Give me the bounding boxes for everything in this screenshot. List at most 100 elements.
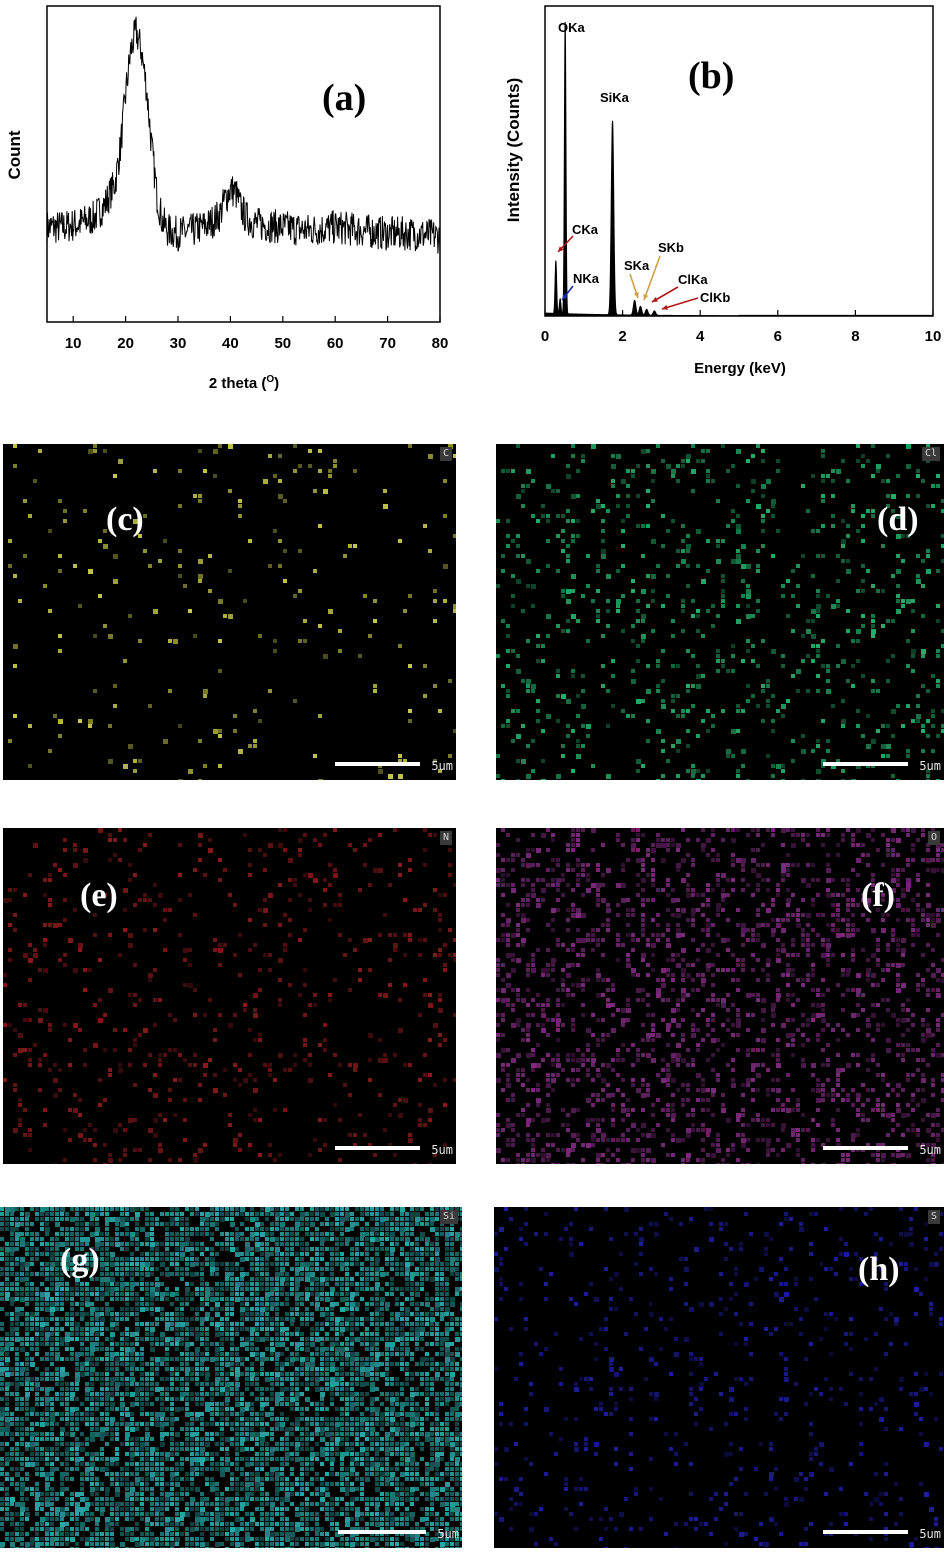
map-dot bbox=[163, 1118, 167, 1122]
map-dot bbox=[656, 913, 660, 917]
map-dot bbox=[671, 709, 675, 713]
map-dot bbox=[701, 579, 706, 584]
map-dot bbox=[235, 1267, 239, 1271]
map-dot bbox=[676, 848, 680, 852]
map-dot bbox=[428, 1118, 432, 1122]
map-dot bbox=[178, 1158, 182, 1162]
map-dot bbox=[791, 1038, 795, 1042]
map-dot bbox=[180, 1227, 184, 1231]
map-dot bbox=[891, 828, 896, 833]
map-dot bbox=[25, 1292, 29, 1296]
map-dot bbox=[686, 853, 690, 857]
map-dot bbox=[185, 1282, 189, 1286]
map-dot bbox=[586, 1043, 590, 1047]
map-dot bbox=[253, 744, 257, 748]
map-dot bbox=[285, 1282, 289, 1286]
map-dot bbox=[365, 1247, 369, 1251]
map-dot bbox=[931, 1123, 935, 1127]
map-dot bbox=[861, 674, 865, 678]
map-dot bbox=[856, 1013, 860, 1017]
map-dot bbox=[50, 1277, 54, 1281]
map-dot bbox=[155, 1242, 159, 1246]
map-dot bbox=[496, 754, 500, 758]
map-dot bbox=[108, 858, 112, 862]
map-dot bbox=[791, 1003, 795, 1007]
map-dot bbox=[876, 589, 880, 593]
map-dot bbox=[10, 1237, 14, 1241]
map-dot bbox=[440, 1272, 444, 1276]
map-dot bbox=[546, 1133, 550, 1137]
map-dot bbox=[145, 1257, 149, 1261]
map-dot bbox=[280, 1292, 284, 1296]
map-dot bbox=[516, 993, 520, 997]
map-dot bbox=[611, 1003, 615, 1007]
map-dot bbox=[325, 1262, 329, 1266]
map-dot bbox=[771, 499, 776, 504]
map-dot bbox=[303, 873, 307, 877]
map-dot bbox=[183, 1058, 187, 1062]
map-dot bbox=[731, 729, 736, 734]
map-dot bbox=[876, 689, 880, 693]
map-dot bbox=[866, 1018, 870, 1022]
map-dot bbox=[410, 1262, 414, 1266]
map-dot bbox=[460, 1277, 462, 1281]
map-dot bbox=[521, 484, 525, 488]
map-dot bbox=[681, 878, 686, 883]
map-dot bbox=[641, 449, 646, 454]
map-dot bbox=[403, 983, 407, 987]
map-dot bbox=[45, 1207, 49, 1211]
map-dot bbox=[756, 1088, 760, 1092]
map-dot bbox=[801, 1058, 805, 1062]
map-dot bbox=[566, 1113, 570, 1117]
map-dot bbox=[681, 539, 685, 543]
map-dot bbox=[415, 1247, 419, 1251]
map-dot bbox=[450, 1297, 455, 1302]
map-dot bbox=[8, 958, 12, 962]
map-dot bbox=[40, 1262, 44, 1266]
map-dot bbox=[566, 589, 571, 594]
map-dot bbox=[571, 539, 575, 543]
map-dot bbox=[876, 948, 880, 952]
map-dot bbox=[711, 828, 715, 832]
map-dot bbox=[385, 1217, 389, 1221]
map-dot bbox=[135, 1227, 139, 1231]
map-dot bbox=[851, 903, 855, 907]
map-dot bbox=[228, 569, 232, 573]
map-dot bbox=[941, 729, 944, 733]
map-dot bbox=[378, 993, 382, 997]
map-dot bbox=[125, 1212, 129, 1216]
map-dot bbox=[566, 848, 570, 852]
map-dot bbox=[203, 1073, 207, 1077]
map-dot bbox=[320, 1212, 325, 1217]
map-dot bbox=[766, 958, 771, 963]
map-dot bbox=[13, 1028, 17, 1032]
map-dot bbox=[53, 1063, 57, 1067]
map-dot bbox=[138, 1033, 142, 1037]
map-dot bbox=[891, 888, 896, 893]
map-dot bbox=[786, 1073, 790, 1077]
map-dot bbox=[410, 1217, 414, 1221]
map-dot bbox=[821, 664, 825, 668]
map-dot bbox=[746, 1083, 750, 1087]
map-dot bbox=[741, 659, 745, 663]
map-dot bbox=[118, 953, 122, 957]
map-dot bbox=[821, 1013, 825, 1017]
map-dot bbox=[380, 1247, 384, 1251]
map-dot bbox=[455, 1252, 459, 1256]
map-dot bbox=[511, 1128, 515, 1132]
map-dot bbox=[616, 504, 620, 508]
map-dot bbox=[200, 1297, 204, 1301]
map-dot bbox=[856, 988, 861, 993]
map-dot bbox=[906, 444, 911, 449]
map-dot bbox=[646, 1013, 650, 1017]
map-dot bbox=[826, 1078, 830, 1082]
map-dot bbox=[298, 589, 302, 593]
map-dot bbox=[183, 948, 188, 953]
map-dot bbox=[185, 1272, 189, 1276]
map-dot bbox=[851, 958, 855, 962]
map-dot bbox=[641, 589, 646, 594]
map-dot bbox=[218, 639, 222, 643]
map-dot bbox=[591, 1013, 595, 1017]
map-dot bbox=[400, 1302, 404, 1306]
map-dot bbox=[931, 988, 935, 992]
